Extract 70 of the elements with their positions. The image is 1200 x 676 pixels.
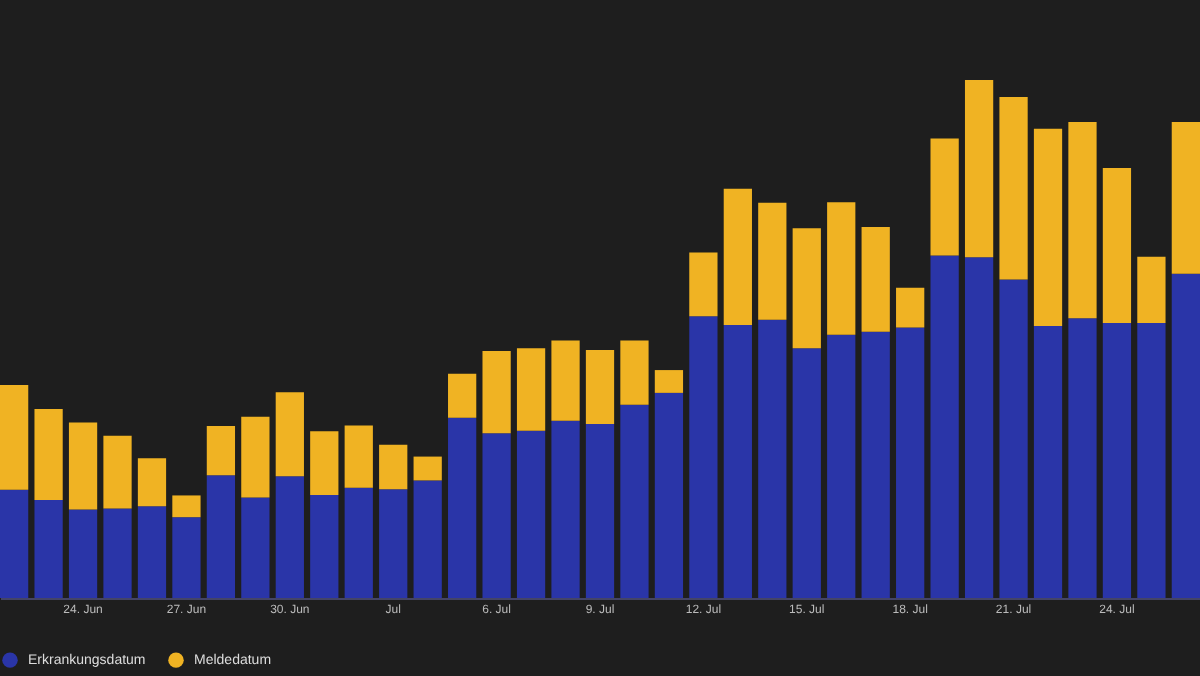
bar — [379, 444, 408, 490]
bar — [103, 435, 132, 509]
bar — [999, 97, 1028, 280]
bar — [172, 517, 201, 598]
bar — [1068, 318, 1097, 598]
bar — [1102, 168, 1132, 323]
bar — [896, 327, 925, 598]
bar — [241, 497, 270, 598]
bar — [999, 279, 1028, 598]
bar — [448, 373, 477, 418]
bar — [482, 433, 511, 598]
bar — [861, 227, 890, 332]
bar — [1137, 322, 1166, 598]
bar — [172, 495, 201, 518]
bar — [0, 489, 29, 598]
bar — [206, 475, 236, 598]
bar — [1068, 121, 1097, 319]
bar — [896, 287, 925, 328]
bar — [241, 416, 270, 498]
bar — [516, 430, 546, 598]
bar — [413, 480, 442, 598]
bar — [964, 257, 994, 598]
bar — [723, 325, 752, 598]
bar — [206, 426, 236, 476]
bar — [930, 138, 959, 256]
bar — [34, 408, 63, 501]
bar — [792, 348, 821, 598]
bar — [137, 506, 167, 598]
bar — [516, 348, 546, 431]
bar — [344, 425, 373, 488]
bar — [1033, 128, 1063, 327]
bar — [1171, 273, 1200, 598]
bar — [585, 423, 615, 598]
bar — [137, 458, 167, 507]
bar — [379, 489, 408, 598]
bar — [654, 392, 684, 598]
bar — [0, 385, 29, 490]
bar — [689, 252, 718, 317]
bar — [1171, 121, 1200, 274]
bar — [551, 420, 580, 598]
bar — [1033, 326, 1063, 598]
bar — [827, 202, 856, 335]
bar — [620, 404, 649, 598]
bar — [758, 319, 787, 598]
bar — [827, 334, 856, 598]
bar — [861, 331, 890, 598]
bar — [275, 476, 304, 598]
bar — [964, 80, 994, 258]
bar — [34, 500, 63, 598]
bar — [482, 350, 511, 434]
bar — [275, 392, 304, 477]
bar — [68, 422, 98, 510]
bar — [310, 494, 339, 598]
bar — [1137, 256, 1166, 323]
bar — [551, 340, 580, 421]
bar — [620, 340, 649, 405]
bar — [103, 508, 132, 598]
bar — [723, 188, 752, 326]
bar — [585, 349, 615, 424]
bar — [654, 370, 684, 393]
bar — [689, 316, 718, 598]
bar — [792, 228, 821, 349]
bar — [448, 417, 477, 598]
bar — [310, 431, 339, 495]
bar — [1102, 322, 1132, 598]
bar — [344, 487, 373, 598]
bar — [758, 202, 787, 320]
bar — [413, 456, 442, 481]
bar — [930, 255, 959, 598]
bar — [68, 509, 98, 598]
